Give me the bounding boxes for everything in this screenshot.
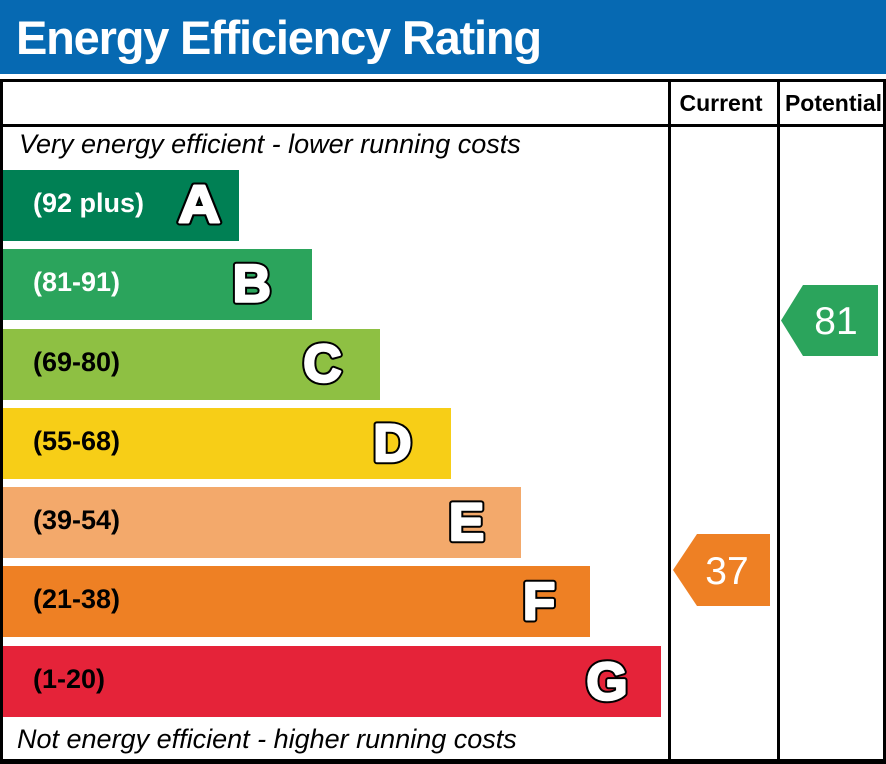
svg-text:F: F bbox=[523, 573, 555, 632]
svg-text:G: G bbox=[586, 653, 627, 712]
svg-text:D: D bbox=[373, 414, 411, 473]
svg-text:81: 81 bbox=[814, 300, 857, 343]
svg-text:F: F bbox=[523, 573, 555, 632]
svg-text:G: G bbox=[586, 653, 627, 712]
svg-text:C: C bbox=[303, 335, 341, 394]
svg-text:37: 37 bbox=[705, 550, 748, 593]
svg-text:A: A bbox=[178, 175, 220, 234]
svg-text:C: C bbox=[303, 335, 341, 394]
svg-text:B: B bbox=[233, 255, 271, 314]
svg-text:D: D bbox=[373, 414, 411, 473]
svg-text:B: B bbox=[233, 255, 271, 314]
svg-text:E: E bbox=[449, 493, 484, 552]
svg-text:E: E bbox=[449, 493, 484, 552]
svg-text:A: A bbox=[178, 175, 220, 234]
